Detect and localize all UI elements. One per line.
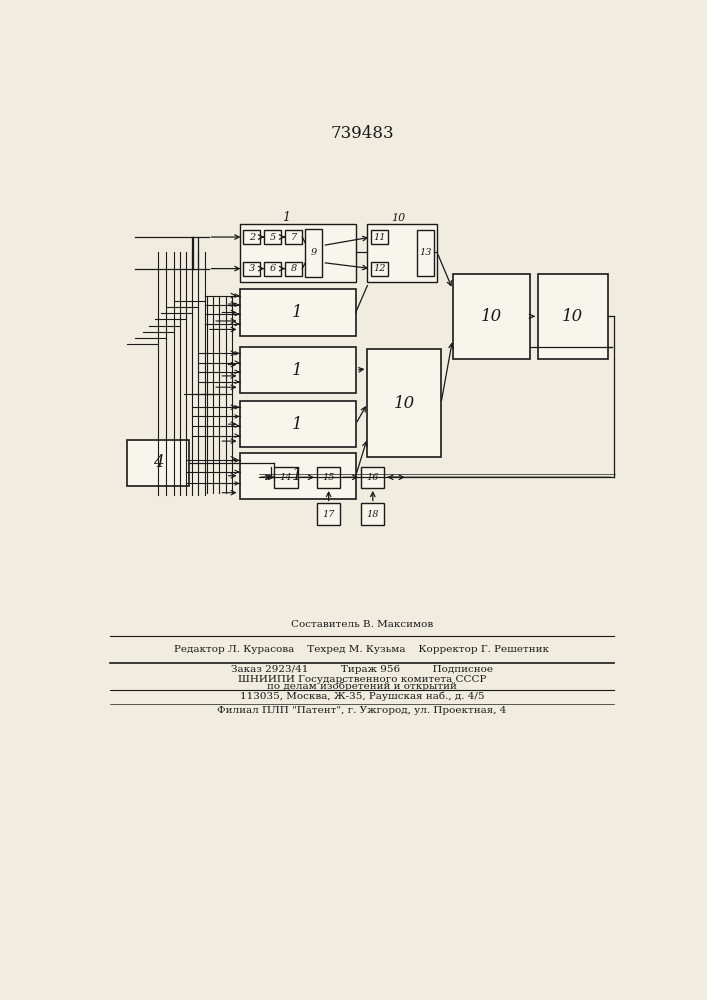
Text: 13: 13 xyxy=(419,248,432,257)
Text: 1: 1 xyxy=(292,304,303,321)
Text: 15: 15 xyxy=(322,473,335,482)
Bar xyxy=(240,347,356,393)
Text: 4: 4 xyxy=(153,454,163,471)
Text: 7: 7 xyxy=(291,233,297,242)
Bar xyxy=(127,440,189,486)
Bar xyxy=(240,289,356,336)
Bar xyxy=(538,274,607,359)
Bar xyxy=(243,262,260,276)
Bar xyxy=(368,349,441,457)
Text: 1: 1 xyxy=(282,211,290,224)
Bar xyxy=(417,230,434,276)
Text: 1: 1 xyxy=(292,467,303,484)
Text: 3: 3 xyxy=(249,264,255,273)
Text: 113035, Москва, Ж-35, Раушская наб., д. 4/5: 113035, Москва, Ж-35, Раушская наб., д. … xyxy=(240,691,484,701)
Text: Филиал ПЛП "Патент", г. Ужгород, ул. Проектная, 4: Филиал ПЛП "Патент", г. Ужгород, ул. Про… xyxy=(217,706,507,715)
Text: по делам изобретений и открытий: по делам изобретений и открытий xyxy=(267,682,457,691)
Bar xyxy=(264,230,281,244)
Bar xyxy=(240,401,356,447)
Bar xyxy=(240,453,356,499)
Text: 17: 17 xyxy=(322,510,335,519)
Bar xyxy=(264,262,281,276)
Text: 1: 1 xyxy=(292,416,303,433)
Bar xyxy=(305,229,322,277)
Text: 5: 5 xyxy=(269,233,276,242)
Text: ШНИИПИ Государственного комитета СССР: ШНИИПИ Государственного комитета СССР xyxy=(238,675,486,684)
Bar xyxy=(285,230,303,244)
Bar xyxy=(361,466,385,488)
Bar xyxy=(285,262,303,276)
Text: 10: 10 xyxy=(481,308,502,325)
Bar xyxy=(317,466,340,488)
Text: 10: 10 xyxy=(391,213,406,223)
Text: 12: 12 xyxy=(373,264,386,273)
Bar xyxy=(371,230,388,244)
Text: Редактор Л. Курасова    Техред М. Кузьма    Корректор Г. Решетник: Редактор Л. Курасова Техред М. Кузьма Ко… xyxy=(175,645,549,654)
Bar xyxy=(274,466,298,488)
Text: Составитель В. Максимов: Составитель В. Максимов xyxy=(291,620,433,629)
Text: 18: 18 xyxy=(366,510,379,519)
Bar xyxy=(371,262,388,276)
Bar xyxy=(243,230,260,244)
Bar xyxy=(317,503,340,525)
Bar xyxy=(240,224,356,282)
Text: 10: 10 xyxy=(562,308,583,325)
Bar xyxy=(368,224,437,282)
Text: 10: 10 xyxy=(394,395,415,412)
Text: 16: 16 xyxy=(366,473,379,482)
Text: 739483: 739483 xyxy=(330,125,394,142)
Text: 2: 2 xyxy=(249,233,255,242)
Text: 14: 14 xyxy=(280,473,292,482)
Text: 8: 8 xyxy=(291,264,297,273)
Text: 6: 6 xyxy=(269,264,276,273)
Text: 9: 9 xyxy=(311,248,317,257)
Text: Заказ 2923/41          Тираж 956          Подписное: Заказ 2923/41 Тираж 956 Подписное xyxy=(231,665,493,674)
Text: 11: 11 xyxy=(373,233,386,242)
Bar xyxy=(361,503,385,525)
Bar xyxy=(452,274,530,359)
Text: 1: 1 xyxy=(292,362,303,379)
